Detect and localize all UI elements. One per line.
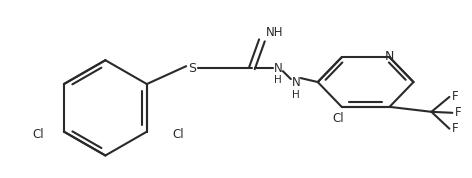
Text: F: F	[455, 106, 462, 119]
Text: S: S	[188, 62, 196, 75]
Text: F: F	[452, 122, 459, 135]
Text: H: H	[292, 90, 300, 100]
Text: NH: NH	[266, 26, 283, 39]
Text: N: N	[273, 62, 282, 75]
Text: N: N	[385, 50, 394, 63]
Text: H: H	[274, 75, 282, 85]
Text: Cl: Cl	[172, 128, 184, 141]
Text: F: F	[452, 90, 459, 103]
Text: Cl: Cl	[332, 112, 344, 125]
Text: Cl: Cl	[33, 128, 44, 141]
Text: N: N	[291, 75, 300, 88]
